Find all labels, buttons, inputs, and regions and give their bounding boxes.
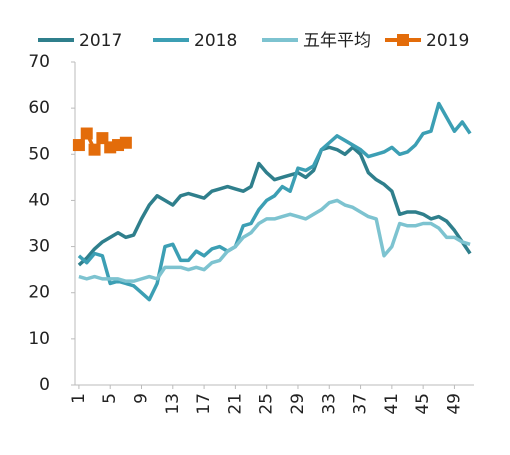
x-tick-label: 37 xyxy=(351,393,371,415)
y-tick-label: 40 xyxy=(28,190,50,210)
point-marker xyxy=(119,136,132,149)
legend-swatch-marker xyxy=(397,34,409,46)
x-tick-label: 41 xyxy=(382,393,402,415)
x-tick-label: 33 xyxy=(319,393,339,415)
x-tick-label: 49 xyxy=(444,393,464,415)
legend-label: 2018 xyxy=(194,31,237,51)
x-tick-label: 5 xyxy=(100,393,120,404)
y-tick-label: 0 xyxy=(39,375,50,395)
y-tick-label: 10 xyxy=(28,329,50,349)
x-tick-label: 21 xyxy=(225,393,245,415)
x-tick-label: 9 xyxy=(132,393,152,404)
point-marker xyxy=(80,127,93,140)
x-tick-label: 17 xyxy=(194,393,214,415)
y-tick-label: 70 xyxy=(28,52,50,72)
series-line xyxy=(78,198,471,283)
x-tick-label: 45 xyxy=(413,393,433,415)
legend-label: 2017 xyxy=(79,31,122,51)
point-marker xyxy=(72,139,85,152)
point-marker xyxy=(96,132,109,145)
y-tick-label: 30 xyxy=(28,237,50,257)
y-tick-label: 20 xyxy=(28,283,50,303)
y-tick-label: 50 xyxy=(28,144,50,164)
x-tick-label: 13 xyxy=(163,393,183,415)
x-tick-label: 1 xyxy=(69,393,89,404)
point-marker xyxy=(88,143,101,156)
x-tick-label: 25 xyxy=(257,393,277,415)
y-tick-label: 60 xyxy=(28,98,50,118)
legend-label: 五年平均 xyxy=(303,31,371,51)
series-line xyxy=(77,145,472,267)
x-tick-label: 29 xyxy=(288,393,308,415)
legend-label: 2019 xyxy=(426,31,469,51)
series-line xyxy=(77,101,472,302)
